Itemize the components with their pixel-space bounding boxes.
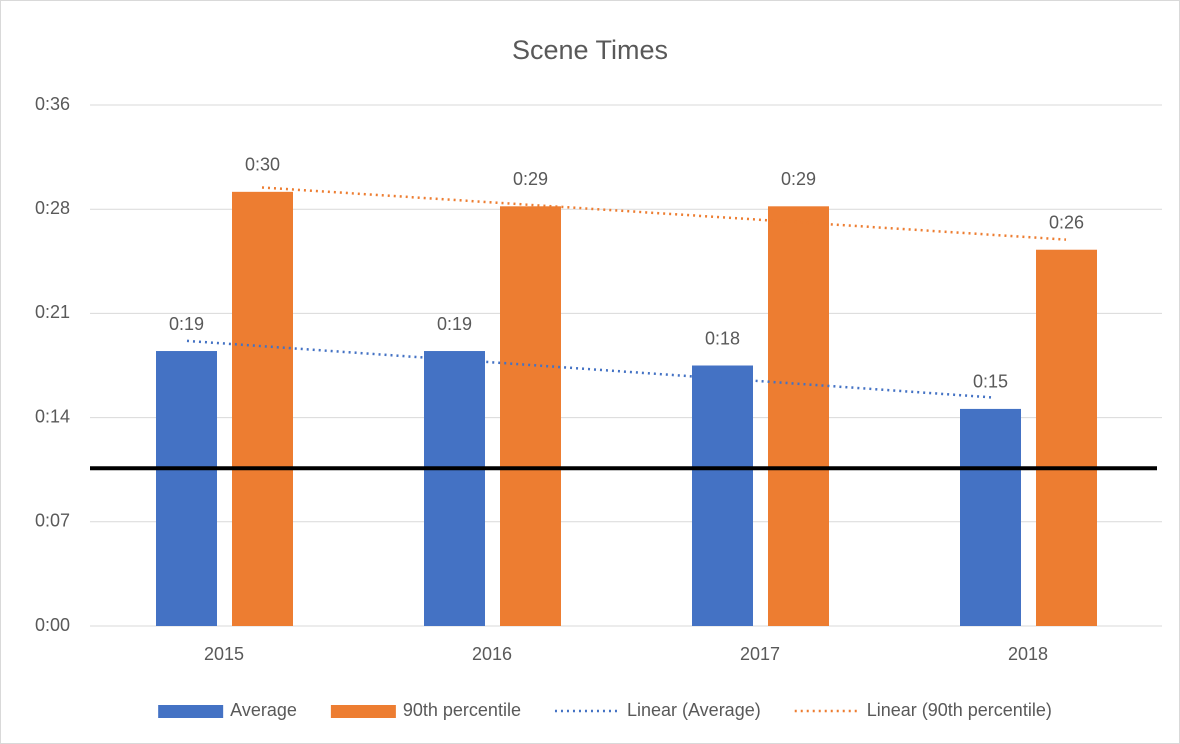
y-tick-label: 0:28 [35,198,70,218]
data-label: 0:18 [705,328,740,348]
legend-swatch [330,705,396,718]
data-label: 0:26 [1049,212,1084,232]
legend-swatch [158,705,224,718]
legend-label: Average [230,700,297,720]
data-label: 0:19 [437,314,472,334]
y-tick-label: 0:21 [35,302,70,322]
trendline [186,339,992,399]
data-label: 0:29 [781,169,816,189]
x-tick-label: 2015 [204,644,244,664]
x-tick-label: 2018 [1008,644,1048,664]
legend-label: Linear (Average) [627,700,761,720]
y-tick-label: 0:00 [35,615,70,635]
x-tick-label: 2017 [740,644,780,664]
y-tick-label: 0:36 [35,94,70,114]
bar [232,191,293,627]
data-label: 0:30 [245,155,280,175]
trendline [261,186,1067,241]
bar [960,408,1021,626]
y-tick-label: 0:07 [35,511,70,531]
y-tick-label: 0:14 [35,406,70,426]
data-label: 0:29 [513,169,548,189]
bar [424,351,485,626]
bar [156,351,217,626]
data-label: 0:19 [169,314,204,334]
data-label: 0:15 [973,372,1008,392]
bar [500,206,561,627]
x-tick-label: 2016 [472,644,512,664]
bar [1036,249,1097,626]
bar [768,206,829,627]
legend-label: Linear (90th percentile) [867,700,1052,720]
legend-label: 90th percentile [403,700,521,720]
chart-title: Scene Times [512,35,668,65]
bar [692,365,753,626]
